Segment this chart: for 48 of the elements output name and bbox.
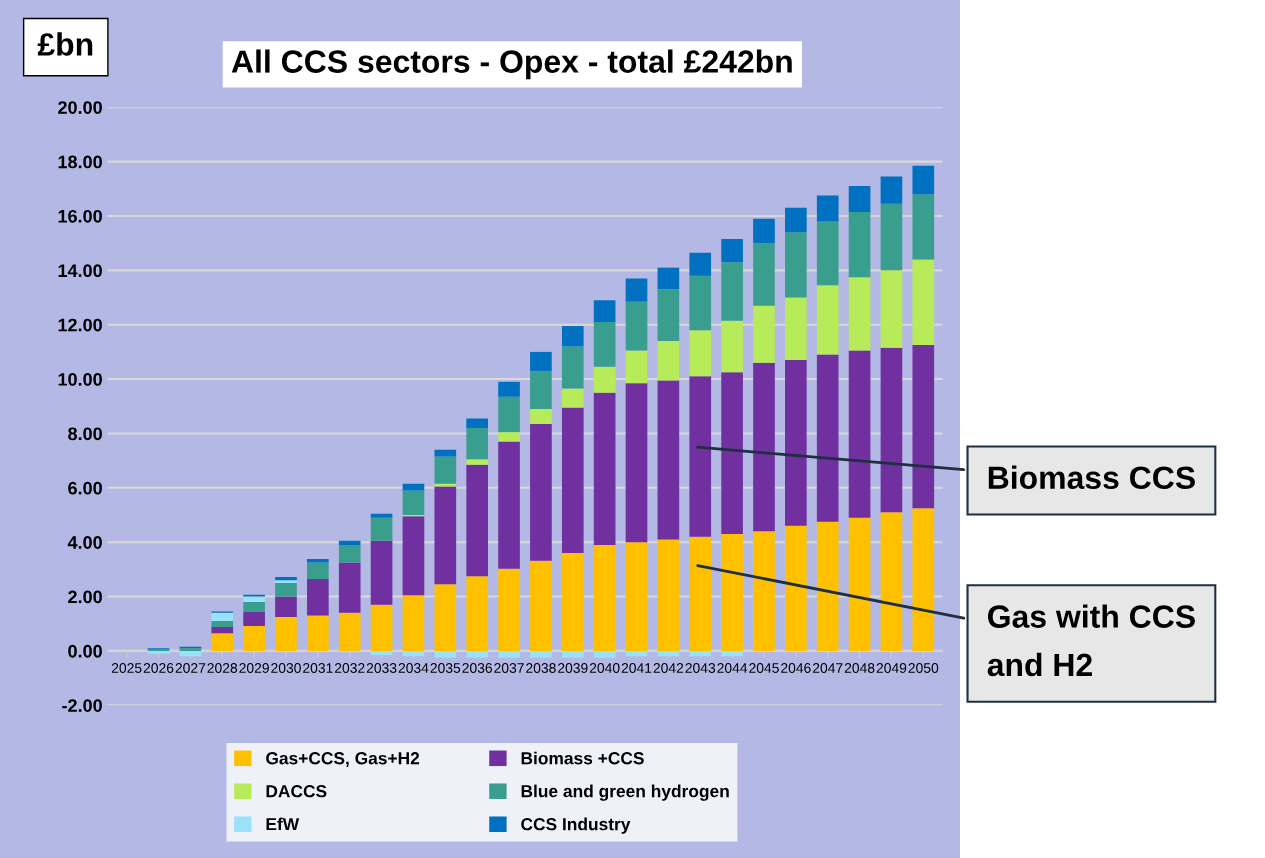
x-tick-label: 2046: [781, 663, 811, 673]
x-tick-label: 2031: [303, 663, 333, 673]
x-tick-label: 2038: [526, 663, 556, 673]
x-tick-label: 2037: [494, 663, 524, 673]
y-tick-label: 6.00: [68, 481, 102, 495]
x-tick-label: 2029: [239, 663, 269, 673]
x-tick-label: 2030: [271, 663, 301, 673]
x-tick-label: 2042: [653, 663, 684, 673]
legend-label: EfW: [266, 817, 300, 831]
x-tick-label: 2044: [717, 663, 748, 673]
x-tick-label: 2048: [844, 663, 875, 673]
x-tick-label: 2045: [749, 663, 779, 673]
y-axis-title: £bn: [37, 32, 93, 56]
x-tick-label: 2033: [366, 663, 397, 673]
x-tick-label: 2040: [589, 663, 620, 673]
chart-title: All CCS sectors - Opex - total £242bn: [231, 49, 792, 80]
y-tick-label: 2.00: [68, 590, 102, 604]
y-tick-label: 0.00: [68, 644, 102, 658]
y-tick-label: 16.00: [58, 209, 102, 223]
legend-label: Gas+CCS, Gas+H2: [266, 752, 420, 767]
x-tick-label: 2032: [334, 663, 365, 673]
x-tick-label: 2039: [558, 663, 588, 673]
legend-label: Biomass +CCS: [521, 751, 644, 765]
y-tick-label: 14.00: [58, 264, 102, 278]
legend-label: CCS Industry: [521, 817, 631, 834]
y-tick-label: 20.00: [58, 101, 102, 114]
y-tick-label: 12.00: [58, 318, 102, 332]
x-tick-label: 2043: [685, 663, 716, 673]
y-tick-label: 10.00: [58, 373, 102, 386]
x-tick-label: 2025: [111, 663, 142, 673]
x-tick-label: 2036: [462, 663, 493, 673]
legend-label: Blue and green hydrogen: [521, 784, 729, 801]
x-tick-label: 2034: [398, 663, 429, 673]
y-tick-label: -2.00: [62, 699, 102, 712]
x-tick-label: 2035: [430, 663, 461, 673]
x-tick-label: 2026: [143, 663, 174, 673]
x-tick-label: 2047: [812, 663, 843, 673]
legend-label: DACCS: [266, 785, 327, 798]
y-tick-label: 4.00: [67, 536, 102, 549]
x-tick-label: 2027: [175, 663, 206, 673]
text: Gas with CCS and H2: [987, 604, 1195, 677]
x-tick-label: 2028: [207, 663, 238, 673]
y-tick-label: 18.00: [58, 155, 102, 169]
text: Biomass CCS: [988, 465, 1195, 490]
y-tick-label: 8.00: [68, 427, 102, 441]
x-tick-label: 2050: [908, 663, 939, 673]
x-tick-label: 2041: [621, 663, 652, 673]
x-tick-label: 2049: [876, 663, 907, 673]
